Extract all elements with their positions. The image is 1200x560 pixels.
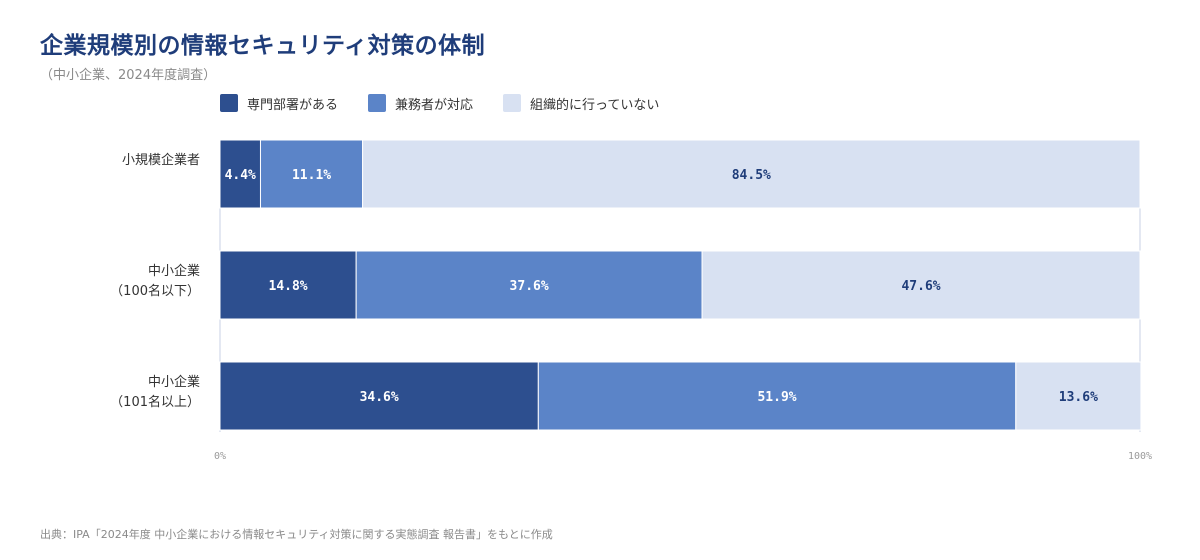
x-tick-label-100: 100% bbox=[1128, 451, 1152, 462]
data-label-dedicated-0: 4.4% bbox=[225, 168, 256, 183]
chart-subtitle: （中小企業、2024年度調査） bbox=[40, 68, 217, 83]
data-label-none-0: 84.5% bbox=[732, 168, 771, 183]
data-label-concurrent-2: 51.9% bbox=[757, 390, 796, 405]
legend-item-dedicated: 専門部署がある bbox=[220, 94, 338, 113]
bar-dedicated-1 bbox=[219, 250, 357, 320]
data-label-concurrent-1: 37.6% bbox=[510, 279, 549, 294]
bar-dedicated-2 bbox=[219, 361, 539, 431]
bar-none-0 bbox=[362, 139, 1141, 209]
legend-label-dedicated: 専門部署がある bbox=[247, 97, 339, 113]
category-label-1-line-0: 中小企業 bbox=[148, 263, 200, 279]
chart-legend: 専門部署がある 兼務者が対応 組織的に行っていない bbox=[220, 93, 689, 113]
legend-label-none: 組織的に行っていない bbox=[530, 97, 660, 113]
legend-swatch-concurrent bbox=[368, 94, 387, 112]
bar-concurrent-1 bbox=[355, 250, 703, 320]
data-label-dedicated-1: 14.8% bbox=[269, 279, 308, 294]
data-label-dedicated-2: 34.6% bbox=[360, 390, 399, 405]
bar-none-2 bbox=[1015, 361, 1142, 431]
category-label-0-line-0: 小規模企業者 bbox=[122, 152, 200, 168]
data-label-concurrent-0: 11.1% bbox=[292, 168, 331, 183]
source-note: 出典：IPA「2024年度 中小企業における情報セキュリティ対策に関する実態調査… bbox=[40, 528, 553, 541]
legend-item-none: 組織的に行っていない bbox=[503, 94, 659, 113]
category-label-2-line-1: （101名以上） bbox=[110, 394, 200, 410]
legend-swatch-none bbox=[503, 94, 522, 112]
data-label-none-2: 13.6% bbox=[1059, 390, 1098, 405]
bar-none-1 bbox=[701, 250, 1141, 320]
legend-label-concurrent: 兼務者が対応 bbox=[395, 97, 474, 113]
chart-title: 企業規模別の情報セキュリティ対策の体制 bbox=[40, 33, 486, 59]
category-label-1-line-1: （100名以下） bbox=[110, 283, 200, 299]
legend-item-concurrent: 兼務者が対応 bbox=[368, 94, 473, 113]
data-label-none-1: 47.6% bbox=[901, 279, 940, 294]
category-label-2-line-0: 中小企業 bbox=[148, 374, 200, 390]
x-tick-label-0: 0% bbox=[214, 451, 226, 462]
legend-swatch-dedicated bbox=[220, 94, 238, 112]
bar-chart: 小規模企業者 4.4% 11.1% 84.5% 中小企業 （100名以下） 14.8% 37.… bbox=[110, 139, 1152, 462]
